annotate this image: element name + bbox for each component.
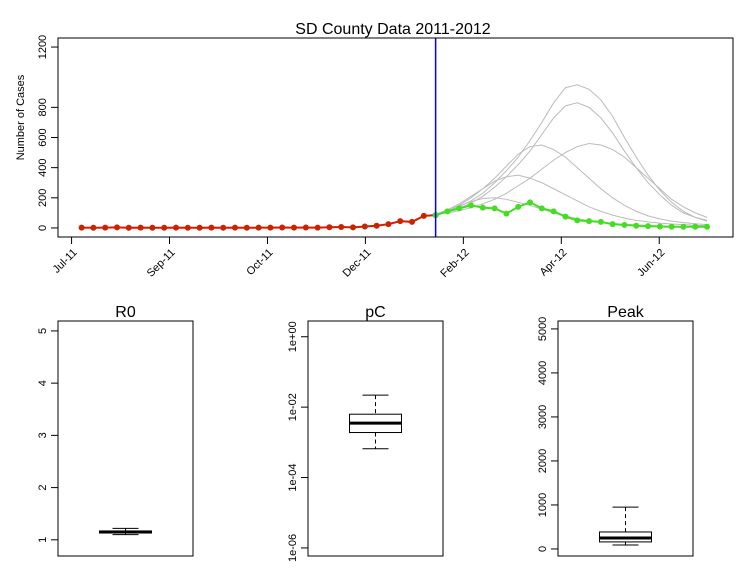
data-point [173, 224, 180, 231]
y-tick-label: 4000 [537, 361, 549, 385]
y-tick-label: 1e-06 [287, 534, 299, 562]
data-point [609, 221, 616, 228]
y-tick-label: 2 [37, 485, 49, 491]
data-point [361, 223, 368, 230]
y-tick-label: 800 [37, 98, 49, 116]
chart-title: SD County Data 2011-2012 [295, 21, 490, 38]
data-point [208, 224, 215, 231]
series-line [435, 201, 708, 228]
data-point [456, 205, 463, 212]
y-tick-label: 1e+00 [287, 321, 299, 352]
y-tick-label: 1000 [537, 493, 549, 517]
y-tick-label: 2000 [537, 449, 549, 473]
x-tick-label: Jun-12 [635, 247, 667, 279]
data-point [302, 224, 309, 231]
box-title: Peak [607, 304, 644, 321]
data-point [385, 221, 392, 228]
data-point [515, 203, 522, 210]
data-point [161, 224, 168, 231]
data-point [704, 223, 711, 230]
data-point [645, 223, 652, 230]
y-tick-label: 3 [37, 432, 49, 438]
y-tick-label: 0 [37, 225, 49, 231]
data-point [656, 223, 663, 230]
plot-frame [57, 320, 194, 557]
data-point [373, 222, 380, 229]
data-point [692, 223, 699, 230]
data-point [503, 210, 510, 217]
data-point [267, 224, 274, 231]
series-line [435, 102, 708, 221]
x-tick-label: Dec-11 [341, 247, 374, 280]
series-line [435, 84, 708, 222]
y-axis-label: Number of Cases [15, 74, 27, 160]
data-point [491, 205, 498, 212]
data-point [137, 224, 144, 231]
series-line [435, 143, 708, 218]
y-tick-label: 600 [37, 128, 49, 146]
data-point [479, 204, 486, 211]
y-tick-label: 1e-04 [287, 463, 299, 491]
y-tick-label: 1200 [37, 35, 49, 59]
data-point [338, 224, 345, 231]
data-point [420, 212, 427, 219]
y-tick-label: 3000 [537, 405, 549, 429]
data-point [78, 224, 85, 231]
series-line [435, 174, 708, 227]
series-line [435, 144, 708, 226]
x-tick-label: Jul-11 [51, 247, 80, 276]
data-point [574, 217, 581, 224]
plot-frame [57, 37, 734, 238]
data-point [149, 224, 156, 231]
y-tick-label: 400 [37, 158, 49, 176]
y-tick-label: 0 [537, 546, 549, 552]
box-title: R0 [115, 304, 136, 321]
plot-frame [557, 320, 694, 557]
data-point [184, 224, 191, 231]
y-tick-label: 5000 [537, 317, 549, 341]
data-point [550, 208, 557, 215]
data-point [562, 213, 569, 220]
y-tick-label: 1 [37, 537, 49, 543]
data-point [409, 218, 416, 225]
data-point [232, 224, 239, 231]
y-tick-label: 200 [37, 189, 49, 207]
x-tick-label: Oct-11 [244, 247, 275, 278]
x-tick-label: Apr-12 [538, 247, 570, 279]
data-point [586, 218, 593, 225]
x-tick-label: Feb-12 [438, 247, 471, 280]
data-point [597, 218, 604, 225]
data-point [255, 224, 262, 231]
data-point [102, 224, 109, 231]
y-tick-label: 4 [37, 380, 49, 386]
data-point [220, 224, 227, 231]
data-point [538, 205, 545, 212]
series-line [435, 197, 708, 228]
data-point [291, 224, 298, 231]
x-tick-label: Sep-11 [145, 247, 178, 280]
data-point [668, 223, 675, 230]
data-point [243, 224, 250, 231]
data-point [279, 224, 286, 231]
data-point [680, 223, 687, 230]
data-point [633, 222, 640, 229]
data-point [90, 224, 97, 231]
data-point [350, 224, 357, 231]
data-point [326, 224, 333, 231]
data-point [196, 224, 203, 231]
data-point [397, 218, 404, 225]
plot-frame [307, 320, 444, 557]
data-point [125, 224, 132, 231]
data-point [621, 221, 628, 228]
y-tick-label: 5 [37, 328, 49, 334]
data-point [314, 224, 321, 231]
data-point [468, 202, 475, 209]
box-title: pC [365, 304, 385, 321]
data-point [444, 208, 451, 215]
data-point [114, 224, 121, 231]
y-tick-label: 1e-02 [287, 393, 299, 421]
data-point [527, 199, 534, 206]
